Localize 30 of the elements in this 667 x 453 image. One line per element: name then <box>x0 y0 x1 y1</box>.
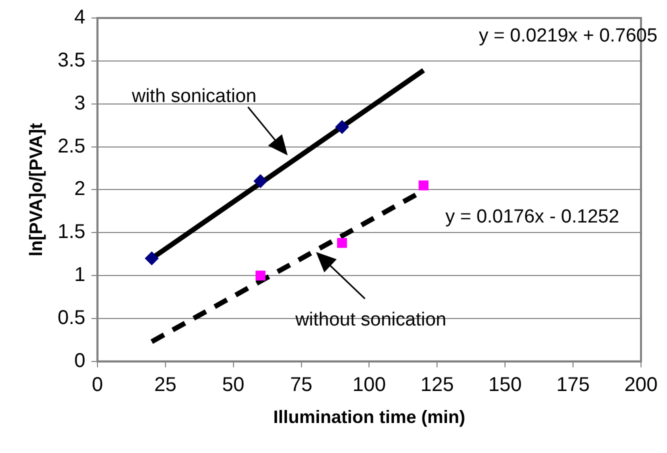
x-tick-label: 200 <box>624 374 658 396</box>
annotation: with sonication <box>130 86 256 108</box>
point <box>337 238 347 248</box>
y-tick-label: 1.5 <box>58 221 86 244</box>
annotation: y = 0.0219x + 0.7605 <box>478 25 658 46</box>
annotation: y = 0.0176x - 0.1252 <box>445 206 620 228</box>
x-tick-label: 50 <box>222 374 244 396</box>
y-tick-label: 2.5 <box>58 135 86 158</box>
y-tick-label: 4 <box>74 6 86 29</box>
point <box>256 270 266 280</box>
x-tick-label: 75 <box>290 374 312 396</box>
x-tick-label: 0 <box>92 374 103 396</box>
point <box>335 120 350 134</box>
x-tick-label: 125 <box>420 374 454 396</box>
x-tick-label: 175 <box>556 374 590 396</box>
y-axis-title: ln[PVA]o/[PVA]t <box>26 123 46 256</box>
point <box>144 251 159 266</box>
x-tick-label: 25 <box>154 374 176 396</box>
x-axis-title: Illumination time (min) <box>273 407 466 428</box>
y-tick-label: 0 <box>74 350 86 372</box>
y-tick-label: 3.5 <box>58 49 86 72</box>
y-tick-label: 1 <box>74 264 86 286</box>
point <box>253 174 268 188</box>
y-tick-label: 3 <box>74 92 86 114</box>
x-tick-label: 150 <box>488 374 522 396</box>
annotation: without sonication <box>294 309 446 330</box>
point <box>418 180 429 190</box>
y-tick-label: 0.5 <box>58 306 86 329</box>
y-tick-label: 2 <box>74 178 86 200</box>
x-tick-label: 100 <box>352 374 386 396</box>
